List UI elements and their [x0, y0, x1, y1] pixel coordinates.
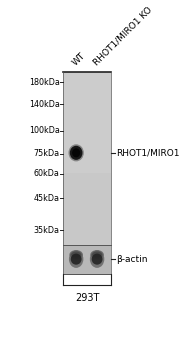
Text: 100kDa: 100kDa — [29, 126, 60, 135]
Ellipse shape — [92, 254, 103, 265]
Ellipse shape — [90, 250, 104, 268]
Bar — [63, 245, 111, 274]
Text: 75kDa: 75kDa — [33, 149, 60, 158]
Text: β-actin: β-actin — [116, 255, 147, 264]
Text: 35kDa: 35kDa — [33, 226, 60, 235]
Ellipse shape — [71, 252, 81, 258]
Text: WT: WT — [71, 51, 88, 68]
Ellipse shape — [90, 250, 104, 259]
Text: 180kDa: 180kDa — [29, 78, 60, 87]
Ellipse shape — [68, 144, 84, 161]
Ellipse shape — [92, 252, 102, 258]
Bar — [63, 72, 111, 173]
Text: 45kDa: 45kDa — [33, 194, 60, 203]
Ellipse shape — [72, 148, 80, 158]
Bar — [63, 72, 111, 274]
Ellipse shape — [71, 254, 82, 265]
Text: RHOT1/MIRO1: RHOT1/MIRO1 — [116, 148, 179, 158]
Ellipse shape — [69, 250, 83, 268]
Text: 140kDa: 140kDa — [29, 100, 60, 109]
Ellipse shape — [70, 146, 83, 160]
Ellipse shape — [69, 250, 83, 259]
Text: RHOT1/MIRO1 KO: RHOT1/MIRO1 KO — [92, 6, 154, 68]
Text: 293T: 293T — [75, 293, 99, 303]
Text: 60kDa: 60kDa — [34, 169, 60, 178]
